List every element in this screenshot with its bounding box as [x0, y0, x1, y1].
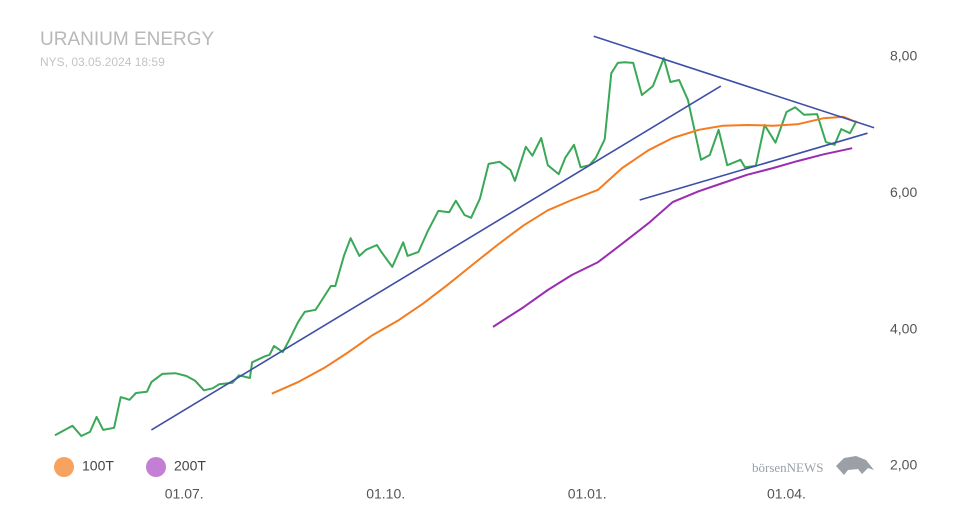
- x-tick-label: 01.10.: [366, 486, 405, 502]
- chart-title: URANIUM ENERGY: [40, 29, 215, 50]
- x-tick-label: 01.07.: [165, 486, 204, 502]
- trend-line: [150, 85, 722, 431]
- x-tick-label: 01.04.: [767, 486, 806, 502]
- y-tick-label: 2,00: [890, 457, 917, 473]
- x-tick-label: 01.01.: [568, 486, 607, 502]
- legend-label[interactable]: 200T: [174, 458, 206, 474]
- chart-subtitle: NYS, 03.05.2024 18:59: [40, 55, 165, 69]
- legend-label[interactable]: 100T: [82, 458, 114, 474]
- y-tick-label: 4,00: [890, 320, 917, 336]
- watermark: börsenNEWS: [752, 460, 824, 475]
- series-line: [492, 147, 853, 328]
- trend-line: [593, 35, 875, 129]
- y-tick-label: 8,00: [890, 48, 917, 64]
- watermark-icon: [836, 456, 874, 475]
- series-line: [54, 57, 858, 437]
- trend-line: [639, 132, 868, 201]
- legend-marker: [146, 457, 166, 477]
- series-line: [271, 115, 857, 395]
- y-tick-label: 6,00: [890, 184, 917, 200]
- legend-marker: [54, 457, 74, 477]
